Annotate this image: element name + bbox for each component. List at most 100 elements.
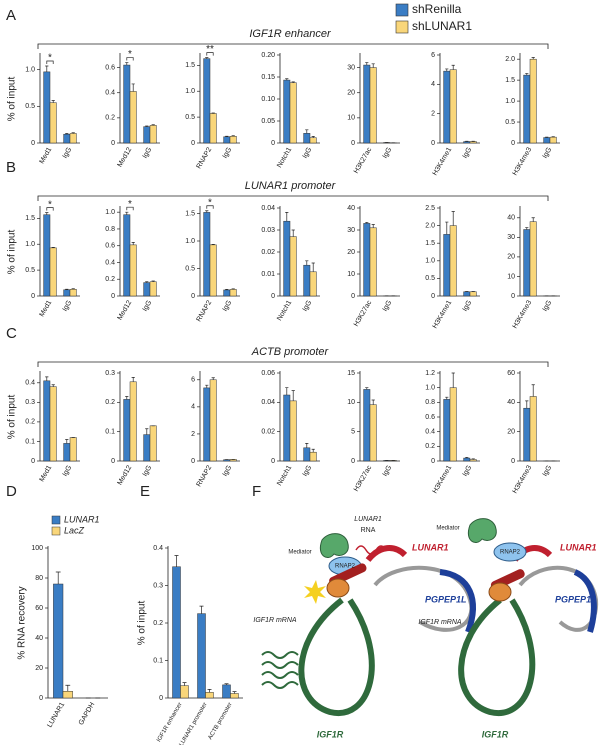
y-tick-label: 0.3 [105, 370, 115, 377]
y-tick-label: 0.1 [153, 657, 163, 664]
legend-swatch [395, 3, 409, 17]
x-tick-label: H3K27ac [353, 464, 374, 493]
bar [283, 394, 291, 462]
x-tick-label: IgG [62, 146, 74, 159]
error-bar [145, 125, 149, 127]
ctcf [488, 582, 512, 602]
bar [289, 82, 297, 144]
error-bar [365, 62, 369, 66]
bar [43, 214, 51, 297]
bar [449, 225, 457, 297]
bar [62, 691, 73, 699]
error-bar [232, 691, 237, 694]
panel-letter: A [6, 7, 16, 24]
x-tick-label: IgG [462, 464, 474, 477]
mediator-shape [320, 533, 349, 558]
error-bar [65, 684, 71, 692]
y-tick-label: 0 [351, 293, 355, 300]
y-tick-label: 0 [31, 140, 35, 147]
y-tick-label: 0.03 [261, 227, 275, 234]
x-tick-label: IgG [542, 299, 554, 312]
label: LUNAR1 [354, 516, 382, 523]
error-bar [311, 262, 315, 272]
error-bar [55, 571, 61, 584]
error-bar [531, 217, 535, 222]
y-tick-label: 1.5 [25, 215, 35, 222]
x-tick-label: ACTB promoter [208, 702, 234, 741]
bar [369, 67, 377, 144]
y-tick-label: 60 [507, 370, 515, 377]
bar [205, 692, 214, 699]
error-bar [125, 211, 129, 215]
y-tick-label: 0 [191, 458, 195, 465]
label: LUNAR1 [412, 542, 449, 552]
x-tick-label: LUNAR1 promoter [179, 702, 209, 745]
bar [283, 79, 291, 144]
error-bar [365, 221, 369, 224]
bar [223, 289, 231, 297]
y-tick-label: 20 [347, 249, 355, 256]
error-bar [365, 387, 369, 390]
y-tick-label: 0 [511, 140, 515, 147]
x-tick-label: LUNAR1 [46, 701, 66, 729]
bar [63, 443, 71, 462]
error-bar [291, 390, 295, 401]
y-tick-label: 0.20 [261, 52, 275, 59]
bar [443, 70, 451, 144]
y-tick-label: 10 [507, 273, 515, 280]
y-tick-label: 0 [39, 695, 43, 702]
x-tick-label: IgG [542, 146, 554, 159]
bar [523, 74, 531, 144]
panel-letter: D [6, 483, 17, 500]
y-tick-label: 30 [507, 234, 515, 241]
x-tick-label: IGF1R enhancer [156, 702, 183, 743]
significance-bracket [46, 207, 54, 211]
bar [303, 447, 311, 462]
panel-letter: F [252, 483, 261, 500]
significance-bracket [206, 205, 214, 209]
error-bar [71, 288, 75, 290]
bar [129, 244, 137, 297]
y-tick-label: 20 [35, 665, 43, 672]
bar [363, 223, 371, 297]
significance-bracket [46, 60, 54, 64]
error-bar [445, 68, 449, 72]
error-bar [371, 63, 375, 68]
rnap2-shape [493, 542, 527, 562]
bar [309, 137, 317, 144]
y-tick-label: 20 [507, 254, 515, 261]
y-tick-label: 10 [347, 115, 355, 122]
y-tick-label: 40 [507, 215, 515, 222]
error-bar [451, 64, 455, 70]
y-tick-label: 0 [271, 293, 275, 300]
y-tick-label: 2.0 [505, 56, 515, 63]
label: IGF1R [482, 729, 509, 739]
y-axis-label: % of input [7, 395, 18, 440]
x-tick-label: Med12 [117, 146, 134, 168]
y-tick-label: 1.0 [185, 88, 195, 95]
error-bar [65, 133, 69, 135]
y-tick-label: 1.0 [105, 209, 115, 216]
y-tick-label: 40 [507, 399, 515, 406]
y-tick-label: 0.3 [153, 582, 163, 589]
error-bar [291, 81, 295, 83]
legend-swatch [395, 20, 409, 34]
section-title: LUNAR1 promoter [245, 180, 337, 192]
y-tick-label: 0.4 [153, 545, 163, 552]
legend-label: LacZ [64, 525, 85, 535]
y-tick-label: 0.2 [153, 620, 163, 627]
y-tick-label: 0 [271, 140, 275, 147]
bar [529, 58, 537, 144]
bar [529, 221, 537, 297]
x-tick-label: Med1 [39, 464, 54, 483]
y-tick-label: 0.4 [25, 380, 35, 387]
x-tick-label: IgG [302, 299, 314, 312]
bar [303, 264, 311, 297]
y-tick-label: 1.0 [425, 385, 435, 392]
error-bar [205, 210, 209, 213]
igf1r-loop [298, 597, 375, 717]
error-bar [45, 376, 49, 381]
bar [543, 137, 551, 144]
bar [143, 282, 151, 297]
bar [443, 234, 451, 297]
